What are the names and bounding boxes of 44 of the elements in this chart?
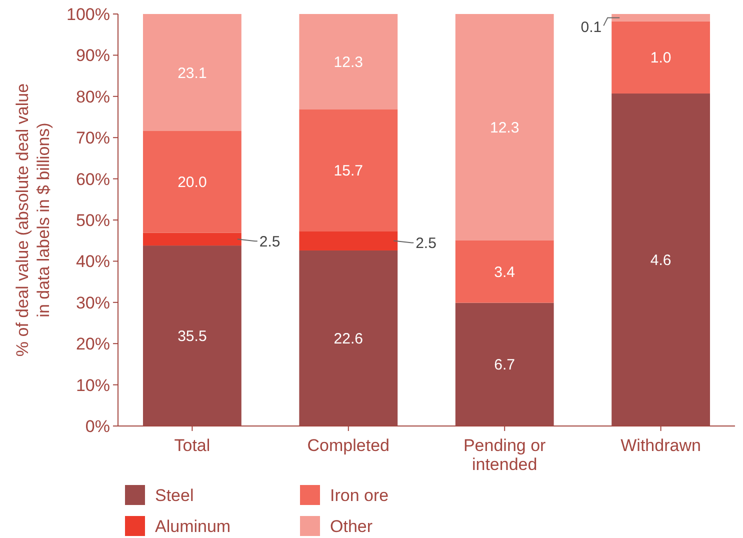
annotation: 35.5 bbox=[178, 328, 207, 346]
y-tick-label: 40% bbox=[76, 252, 110, 272]
bar bbox=[142, 232, 242, 246]
y-tick-label: 50% bbox=[76, 210, 110, 230]
annotation: 2.5 bbox=[259, 233, 280, 250]
annotation: 2.5 bbox=[416, 235, 436, 252]
annotation: 12.3 bbox=[334, 54, 363, 71]
legend-label: Other bbox=[330, 516, 373, 536]
y-tick-label: 90% bbox=[76, 46, 110, 66]
bar bbox=[299, 109, 398, 232]
y-tick-label: 0% bbox=[85, 416, 110, 436]
annotation: 15.7 bbox=[334, 162, 363, 180]
legend-label: Steel bbox=[155, 486, 194, 505]
annotation: 6.7 bbox=[494, 356, 516, 374]
legend-label: Aluminum bbox=[155, 516, 231, 536]
annotation: 4.6 bbox=[650, 252, 672, 270]
bar bbox=[612, 14, 710, 22]
y-tick-label: 70% bbox=[76, 128, 110, 148]
x-tick-label: Total bbox=[174, 436, 210, 455]
bar bbox=[299, 14, 398, 110]
y-axis-title: % of deal value (absolute deal value in data labels in $ billions) bbox=[13, 83, 53, 357]
bar bbox=[142, 131, 242, 233]
y-tick-label: 10% bbox=[76, 376, 110, 395]
annotation: 1.0 bbox=[650, 50, 672, 67]
bar bbox=[455, 14, 554, 240]
x-tick-label: Withdrawn bbox=[620, 436, 701, 455]
annotation: 23.1 bbox=[178, 64, 207, 82]
annotation: 12.3 bbox=[490, 119, 520, 136]
bar bbox=[612, 21, 710, 94]
legend-label: Iron ore bbox=[330, 486, 389, 505]
annotation: 0.1 bbox=[580, 18, 602, 36]
x-tick-label: Completed bbox=[307, 436, 390, 455]
annotation: 3.4 bbox=[494, 264, 516, 281]
bar bbox=[455, 240, 554, 303]
y-tick-label: 100% bbox=[66, 4, 110, 24]
bar bbox=[142, 14, 242, 132]
annotation: 22.6 bbox=[334, 330, 363, 348]
y-tick-label: 20% bbox=[76, 334, 110, 354]
y-tick-label: 80% bbox=[76, 87, 110, 106]
y-tick-label: 30% bbox=[76, 293, 110, 312]
bar bbox=[299, 231, 398, 250]
annotation: 20.0 bbox=[178, 174, 207, 192]
y-tick-label: 60% bbox=[76, 170, 110, 189]
x-tick-label: Pending or intended bbox=[463, 436, 546, 474]
